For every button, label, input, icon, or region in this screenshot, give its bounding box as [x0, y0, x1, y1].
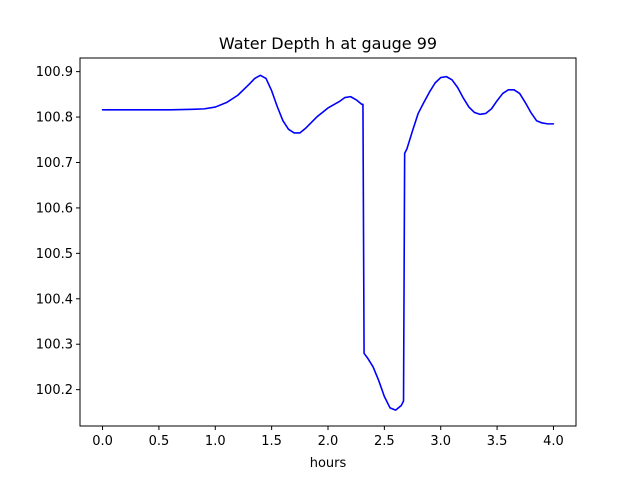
- x-tick-label: 1.5: [261, 434, 282, 449]
- x-tick-label: 2.5: [374, 434, 395, 449]
- y-tick-label: 100.9: [36, 65, 73, 80]
- y-tick-label: 100.5: [36, 247, 73, 262]
- y-tick-label: 100.6: [36, 201, 73, 216]
- x-tick-label: 2.0: [318, 434, 339, 449]
- x-axis-label: hours: [310, 456, 347, 471]
- series-line-0: [101, 74, 555, 411]
- y-tick-label: 100.3: [36, 338, 73, 353]
- y-tick-label: 100.4: [36, 292, 73, 307]
- y-tick-label: 100.8: [36, 111, 73, 126]
- x-tick-label: 0.5: [149, 434, 170, 449]
- plot-area: 0.0 0.5 1.0 1.5 2.0 2.5 3.0 3.5 4.0 100.2 100.3 100…: [36, 57, 577, 449]
- y-tick-label: 100.2: [36, 383, 73, 398]
- x-tick-label: 4.0: [543, 434, 564, 449]
- y-tick-label: 100.7: [36, 156, 73, 171]
- x-tick-label: 1.0: [205, 434, 226, 449]
- x-tick-label: 3.0: [430, 434, 451, 449]
- x-tick-label: 0.0: [92, 434, 113, 449]
- x-tick-label: 3.5: [487, 434, 508, 449]
- chart-title: Water Depth h at gauge 99: [219, 34, 437, 53]
